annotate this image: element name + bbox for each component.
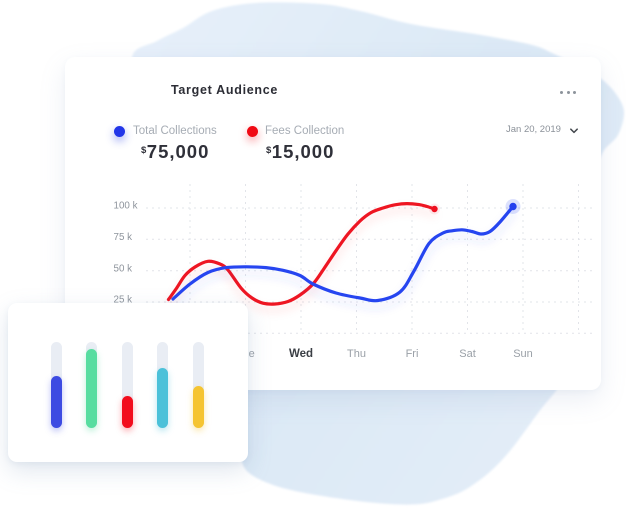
svg-text:50 k: 50 k: [114, 263, 133, 274]
svg-text:Thu: Thu: [347, 348, 366, 360]
svg-text:Sun: Sun: [513, 348, 533, 360]
svg-text:Fri: Fri: [406, 348, 419, 360]
svg-text:Wed: Wed: [289, 348, 313, 360]
svg-text:75 k: 75 k: [114, 232, 133, 243]
svg-text:100 k: 100 k: [114, 201, 138, 212]
svg-text:Sat: Sat: [459, 348, 476, 360]
svg-text:25 k: 25 k: [114, 295, 133, 306]
